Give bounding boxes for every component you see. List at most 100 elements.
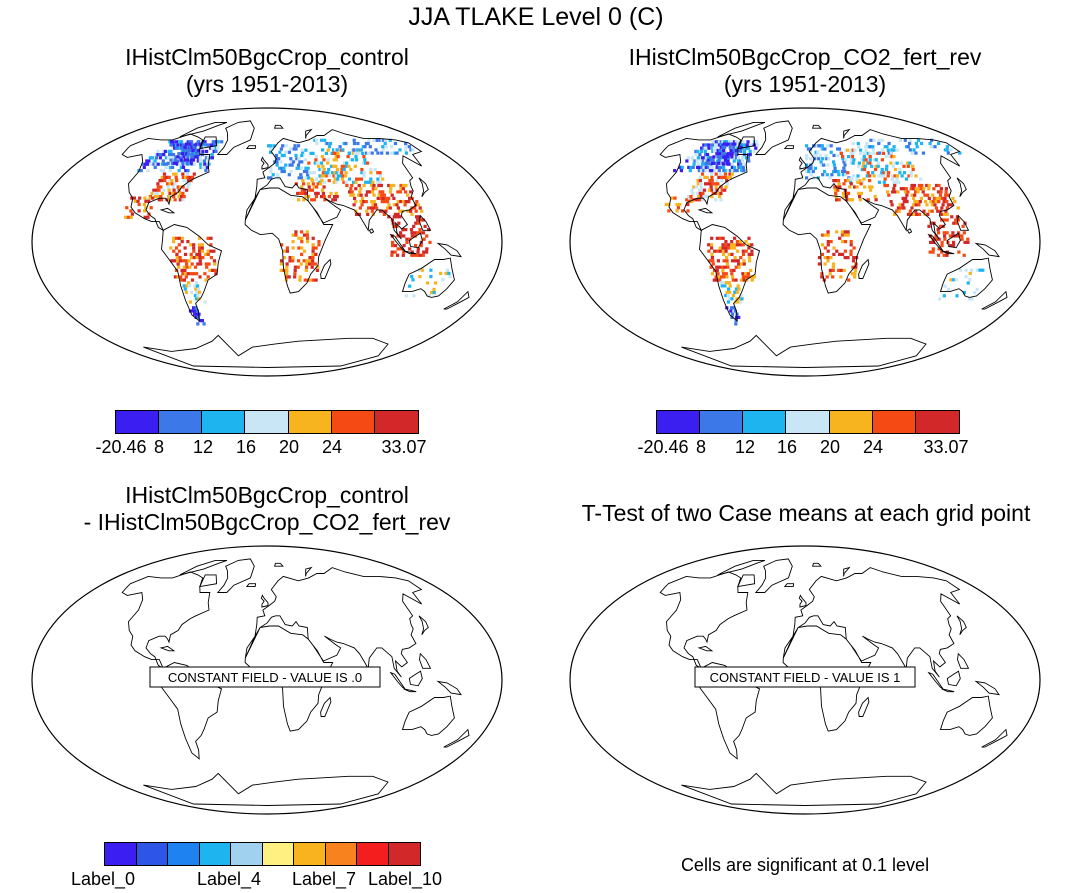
coastline-australia xyxy=(401,695,455,736)
colorbar-swatch xyxy=(231,843,263,865)
colorbar-tick-label: Label_0 xyxy=(70,869,136,889)
coastline-antarctica xyxy=(143,334,389,368)
coastline-antarctica xyxy=(681,334,927,368)
coastline-baffin xyxy=(737,136,756,150)
coastline-australia xyxy=(939,695,993,736)
coastline-antarctica xyxy=(681,772,927,806)
coastline-africa-eurasia xyxy=(244,129,423,294)
constant-field-label: CONSTANT FIELD - VALUE IS 1 xyxy=(710,670,901,685)
coastline-south-america xyxy=(699,224,761,322)
coastline-svalbard xyxy=(273,562,284,567)
coastline-greenland xyxy=(216,558,255,593)
coastline-new-guinea xyxy=(436,242,462,258)
main-title: JJA TLAKE Level 0 (C) xyxy=(408,3,664,31)
coastline-svalbard xyxy=(811,124,822,129)
coastline-north-america xyxy=(121,571,211,670)
coastline-uk xyxy=(260,156,269,170)
data-cells xyxy=(664,138,985,326)
coastline-novaya xyxy=(843,128,851,139)
coastline-borneo xyxy=(408,670,423,687)
coastline-sumatra xyxy=(389,671,406,690)
colorbar-swatch xyxy=(262,843,294,865)
colorbar-swatch xyxy=(325,843,357,865)
coastline-novaya xyxy=(305,566,313,577)
coastline-sumatra xyxy=(927,671,944,690)
coastline-australia xyxy=(939,257,993,298)
panel-title-line2: (yrs 1951-2013) xyxy=(723,71,887,97)
panel-title-co2: IHistClm50BgcCrop_CO2_fert_rev (yrs 1951… xyxy=(568,44,1042,98)
coastline-iceland xyxy=(783,583,795,588)
coastlines xyxy=(659,120,1008,368)
coastline-iceland xyxy=(245,583,257,588)
map-control xyxy=(31,107,503,377)
coastline-africa-eurasia xyxy=(782,567,961,732)
colorbar-swatch xyxy=(136,843,168,865)
colorbar-tick-label: 24 xyxy=(321,437,343,457)
coastline-arctic-islands xyxy=(717,559,766,576)
coastline-greenland xyxy=(754,558,793,593)
significance-note: Cells are significant at 0.1 level xyxy=(680,855,930,875)
coastline-borneo xyxy=(946,232,961,249)
colorbar-tick-label: 20 xyxy=(278,437,300,457)
coastline-indonesia-java xyxy=(941,250,955,255)
colorbar-tick-label: -20.46 xyxy=(637,437,689,457)
coastline-borneo xyxy=(946,670,961,687)
colorbar-swatch xyxy=(700,411,744,433)
colorbar-tick-label: 16 xyxy=(776,437,798,457)
colorbar-swatch xyxy=(199,843,231,865)
coastline-philippines xyxy=(419,214,432,231)
coastline-greenland xyxy=(754,120,793,155)
coastline-africa-eurasia xyxy=(782,129,961,294)
coastline-africa-eurasia xyxy=(244,567,423,732)
coastline-indonesia-java xyxy=(403,250,417,255)
colorbar-swatch xyxy=(168,843,200,865)
colorbar-swatch xyxy=(245,411,289,433)
coastline-madagascar xyxy=(858,696,870,717)
colorbar-tick-label: Label_4 xyxy=(196,869,262,889)
coastline-new-zealand xyxy=(981,290,1008,310)
coastlines xyxy=(659,558,1008,806)
colorbar-swatch xyxy=(357,843,389,865)
coastline-novaya xyxy=(843,566,851,577)
colorbar-swatch xyxy=(829,411,873,433)
panel-title-line2: (yrs 1951-2013) xyxy=(185,71,349,97)
colorbar-swatch xyxy=(294,843,326,865)
colorbar-swatch xyxy=(388,843,420,865)
coastline-philippines xyxy=(957,214,970,231)
coastline-sri-lanka xyxy=(368,228,375,234)
coastlines xyxy=(121,120,470,368)
coastline-novaya xyxy=(305,128,313,139)
coastline-new-guinea xyxy=(436,680,462,696)
coastline-japan xyxy=(956,177,967,198)
colorbar-swatch xyxy=(786,411,830,433)
map-border xyxy=(569,545,1041,815)
panel-title-difference: IHistClm50BgcCrop_control - IHistClm50Bg… xyxy=(30,482,504,536)
coastline-antarctica xyxy=(143,772,389,806)
coastline-new-zealand xyxy=(981,728,1008,748)
colorbar-tick-label: 24 xyxy=(862,437,884,457)
coastline-north-america xyxy=(659,571,749,670)
data-cells xyxy=(124,138,452,326)
colorbar-tick-label: 33.07 xyxy=(381,437,427,457)
colorbar-swatch xyxy=(116,411,160,433)
colorbar-swatch xyxy=(743,411,787,433)
colorbar-swatch xyxy=(657,411,701,433)
coastline-madagascar xyxy=(858,258,870,279)
coastline-greenland xyxy=(216,120,255,155)
colorbar-co2-fert-rev xyxy=(656,410,960,434)
colorbar-control xyxy=(115,410,419,434)
coastline-philippines xyxy=(957,652,970,669)
constant-field-box: CONSTANT FIELD - VALUE IS 1 xyxy=(694,666,916,688)
coastline-iceland xyxy=(783,145,795,150)
coastline-cuba xyxy=(697,645,714,652)
panel-title-line1: IHistClm50BgcCrop_control xyxy=(125,44,409,70)
colorbar-swatch xyxy=(288,411,332,433)
map-co2-fert-rev xyxy=(569,107,1041,377)
colorbar-difference xyxy=(104,842,421,866)
colorbar-tick-label: Label_7 xyxy=(291,869,357,889)
colorbar-tick-label: 33.07 xyxy=(923,437,969,457)
panel-title-ttest: T-Test of two Case means at each grid po… xyxy=(540,500,1072,527)
coastline-baffin xyxy=(199,136,218,150)
colorbar-swatch xyxy=(374,411,418,433)
coastline-new-zealand xyxy=(443,728,470,748)
